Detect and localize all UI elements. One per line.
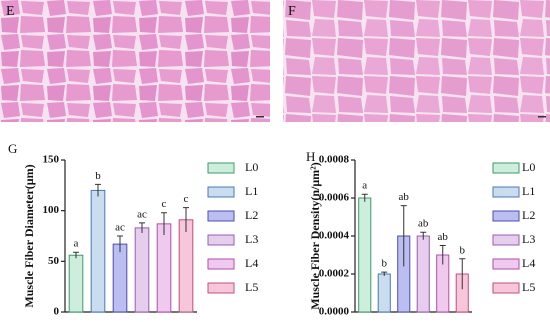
bar — [112, 243, 128, 313]
y-tick-label: 150 — [43, 154, 60, 166]
error-bar — [420, 231, 427, 240]
legend-swatch — [492, 258, 520, 270]
legend-swatch — [492, 162, 520, 174]
legend-swatch — [492, 234, 520, 246]
y-tick-label: 0.0008 — [319, 154, 350, 166]
significance-label: b — [95, 170, 101, 182]
significance-label: b — [460, 244, 466, 256]
legend-label: L5 — [245, 280, 258, 294]
legend-label: L3 — [522, 232, 535, 246]
y-tick-label: 0.0004 — [319, 230, 350, 242]
error-bar — [139, 222, 145, 233]
bar — [416, 235, 430, 313]
y-tick-label: 100 — [43, 204, 60, 216]
error-bar — [117, 235, 123, 253]
legend-swatch — [207, 186, 235, 198]
error-bar — [459, 258, 466, 290]
bar — [156, 223, 172, 313]
error-bar — [73, 251, 79, 259]
legend-swatch — [207, 210, 235, 222]
panel-label: H — [306, 149, 315, 164]
micrograph-e — [0, 0, 270, 122]
legend-swatch — [207, 234, 235, 246]
micrograph-f — [283, 0, 550, 122]
y-axis-label: Muscle Fiber Diameter(μm) — [22, 164, 36, 307]
error-bar — [381, 271, 388, 276]
panel-label: G — [8, 141, 17, 156]
y-tick-label: 0.0002 — [319, 268, 350, 280]
y-axis-label: Muscle Fiber Density(n/μm²) — [308, 162, 322, 310]
error-bar — [400, 205, 407, 267]
y-tick-label: 0.0006 — [319, 192, 350, 204]
legend-label: L0 — [522, 160, 535, 174]
y-tick-label: 0.0000 — [319, 306, 350, 318]
legend-swatch — [492, 210, 520, 222]
legend-swatch — [492, 282, 520, 294]
bar — [358, 197, 372, 313]
significance-label: c — [184, 193, 189, 205]
significance-label: a — [74, 238, 79, 250]
bar — [68, 254, 84, 313]
legend-label: L2 — [245, 208, 258, 222]
legend-label: L4 — [245, 256, 258, 270]
error-bar — [361, 193, 368, 202]
legend-label: L5 — [522, 280, 535, 294]
error-bar — [161, 212, 167, 235]
significance-label: ab — [438, 231, 449, 243]
significance-label: c — [162, 198, 167, 210]
y-tick-label: 0 — [54, 306, 60, 318]
significance-label: b — [382, 258, 388, 270]
panel-label: E — [6, 4, 15, 19]
significance-label: ab — [418, 218, 429, 230]
legend-label: L4 — [522, 256, 535, 270]
legend-swatch — [207, 258, 235, 270]
panel-label: F — [288, 4, 296, 19]
legend-label: L2 — [522, 208, 535, 222]
legend-swatch — [207, 162, 235, 174]
error-bar — [183, 207, 189, 232]
significance-label: a — [362, 180, 367, 192]
significance-label: ac — [137, 208, 147, 220]
error-bar — [95, 183, 101, 197]
legend-label: L0 — [245, 160, 258, 174]
bar — [178, 219, 194, 313]
bar — [90, 189, 106, 313]
significance-label: ac — [115, 222, 125, 234]
legend-label: L1 — [245, 184, 258, 198]
bar — [134, 227, 150, 313]
legend-label: L1 — [522, 184, 535, 198]
error-bar — [439, 245, 446, 265]
bar — [377, 273, 391, 313]
legend-swatch — [207, 282, 235, 294]
legend-label: L3 — [245, 232, 258, 246]
significance-label: ab — [399, 191, 410, 203]
y-tick-label: 50 — [48, 255, 60, 267]
legend-swatch — [492, 186, 520, 198]
